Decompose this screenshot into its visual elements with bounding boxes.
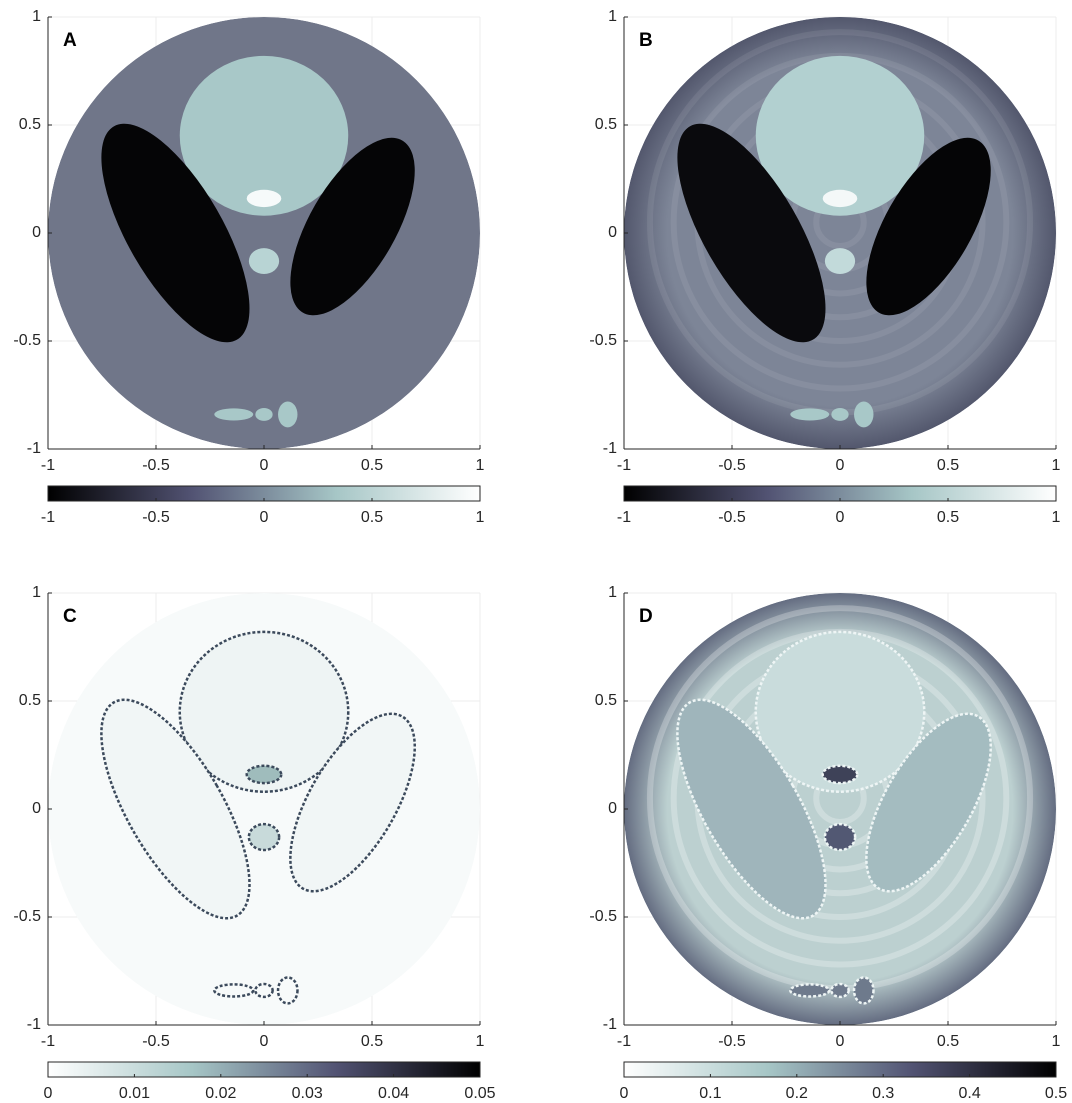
y-tick-label: 1: [608, 8, 617, 25]
colorbar-tick-label: -0.5: [718, 509, 746, 526]
image-region: [823, 190, 858, 207]
colorbar-tick-label: -1: [41, 509, 55, 526]
x-tick-label: 0: [836, 457, 845, 474]
y-tick-label: 1: [32, 584, 41, 601]
colorbar-tick-label: 0.1: [699, 1085, 721, 1102]
image-region: [249, 824, 279, 850]
y-tick-label: -1: [603, 440, 617, 457]
x-tick-label: -1: [617, 1033, 631, 1050]
colorbar: [48, 1062, 480, 1077]
panel: -1 -0.5 0 0.5 1 -1 -0.5 0 0.5 1 B -1 -0.5 0 0.5 1: [589, 8, 1060, 526]
y-tick-label: 1: [608, 584, 617, 601]
x-tick-label: 0: [260, 1033, 269, 1050]
panel-label: A: [63, 30, 77, 51]
image-region: [831, 984, 848, 997]
image-region: [825, 248, 855, 274]
image: [624, 17, 1056, 449]
image-region: [255, 408, 272, 421]
panel-label: B: [639, 30, 653, 51]
colorbar-tick-label: -0.5: [142, 509, 170, 526]
y-tick-label: 0.5: [19, 116, 41, 133]
x-tick-label: 1: [1052, 457, 1061, 474]
colorbar-tick-label: 0: [260, 509, 269, 526]
y-tick-label: -1: [27, 1016, 41, 1033]
image-region: [790, 984, 829, 996]
image-region: [823, 766, 858, 783]
image-region: [854, 401, 873, 427]
x-tick-label: -1: [41, 1033, 55, 1050]
image-region: [214, 984, 253, 996]
x-tick-label: 0: [836, 1033, 845, 1050]
x-tick-label: 0: [260, 457, 269, 474]
y-tick-label: 0.5: [595, 692, 617, 709]
image-region: [247, 190, 282, 207]
image-region: [825, 824, 855, 850]
colorbar-tick-label: 0.5: [361, 509, 383, 526]
colorbar-tick-label: 0.05: [464, 1085, 495, 1102]
image: [48, 17, 480, 449]
colorbar-tick-label: 0.3: [872, 1085, 894, 1102]
x-tick-label: 1: [476, 1033, 485, 1050]
x-tick-label: 0.5: [937, 1033, 959, 1050]
image: [624, 593, 1056, 1025]
y-tick-label: -1: [603, 1016, 617, 1033]
image: [48, 593, 480, 1025]
x-tick-label: 0.5: [937, 457, 959, 474]
image-region: [249, 248, 279, 274]
x-tick-label: -1: [617, 457, 631, 474]
x-tick-label: -0.5: [718, 1033, 746, 1050]
y-tick-label: -0.5: [589, 332, 617, 349]
image-region: [831, 408, 848, 421]
colorbar: [624, 1062, 1056, 1077]
colorbar-tick-label: 0.04: [378, 1085, 409, 1102]
colorbar-tick-label: 0.5: [937, 509, 959, 526]
x-tick-label: 1: [1052, 1033, 1061, 1050]
x-tick-label: -0.5: [142, 1033, 170, 1050]
figure: -1 -0.5 0 0.5 1 -1 -0.5 0 0.5 1 A -1 -0.5 0 0.5 1 -1 -0.5…: [0, 0, 1072, 1103]
image-region: [255, 984, 272, 997]
x-tick-label: 0.5: [361, 1033, 383, 1050]
image-region: [790, 408, 829, 420]
colorbar-tick-label: 0: [44, 1085, 53, 1102]
image-region: [247, 766, 282, 783]
x-tick-label: -0.5: [142, 457, 170, 474]
x-tick-label: -1: [41, 457, 55, 474]
y-tick-label: -0.5: [13, 908, 41, 925]
panel-label: D: [639, 606, 653, 627]
panel: -1 -0.5 0 0.5 1 -1 -0.5 0 0.5 1 A -1 -0.5 0 0.5 1: [13, 8, 484, 526]
y-tick-label: 0: [608, 224, 617, 241]
panel: -1 -0.5 0 0.5 1 -1 -0.5 0 0.5 1 C 0 0.01 0.02 0.03 0.04…: [13, 584, 495, 1102]
colorbar-tick-label: 0.02: [205, 1085, 236, 1102]
image-region: [214, 408, 253, 420]
y-tick-label: 0: [32, 224, 41, 241]
colorbar-tick-label: -1: [617, 509, 631, 526]
colorbar-tick-label: 0.4: [958, 1085, 980, 1102]
colorbar-tick-label: 0: [836, 509, 845, 526]
panel: -1 -0.5 0 0.5 1 -1 -0.5 0 0.5 1 D 0 0.1 0.2 0.3 0.4 0.5: [589, 584, 1067, 1102]
image-region: [854, 977, 873, 1003]
x-tick-label: 0.5: [361, 457, 383, 474]
colorbar-tick-label: 1: [1052, 509, 1061, 526]
image-region: [278, 977, 297, 1003]
y-tick-label: 0.5: [19, 692, 41, 709]
y-tick-label: 0.5: [595, 116, 617, 133]
x-tick-label: 1: [476, 457, 485, 474]
y-tick-label: 0: [608, 800, 617, 817]
colorbar-tick-label: 0.2: [786, 1085, 808, 1102]
image-region: [278, 401, 297, 427]
y-tick-label: 0: [32, 800, 41, 817]
colorbar-tick-label: 1: [476, 509, 485, 526]
y-tick-label: 1: [32, 8, 41, 25]
colorbar-tick-label: 0.5: [1045, 1085, 1067, 1102]
y-tick-label: -1: [27, 440, 41, 457]
panel-label: C: [63, 606, 77, 627]
colorbar-tick-label: 0.01: [119, 1085, 150, 1102]
y-tick-label: -0.5: [589, 908, 617, 925]
x-tick-label: -0.5: [718, 457, 746, 474]
colorbar-tick-label: 0.03: [292, 1085, 323, 1102]
y-tick-label: -0.5: [13, 332, 41, 349]
colorbar-tick-label: 0: [620, 1085, 629, 1102]
